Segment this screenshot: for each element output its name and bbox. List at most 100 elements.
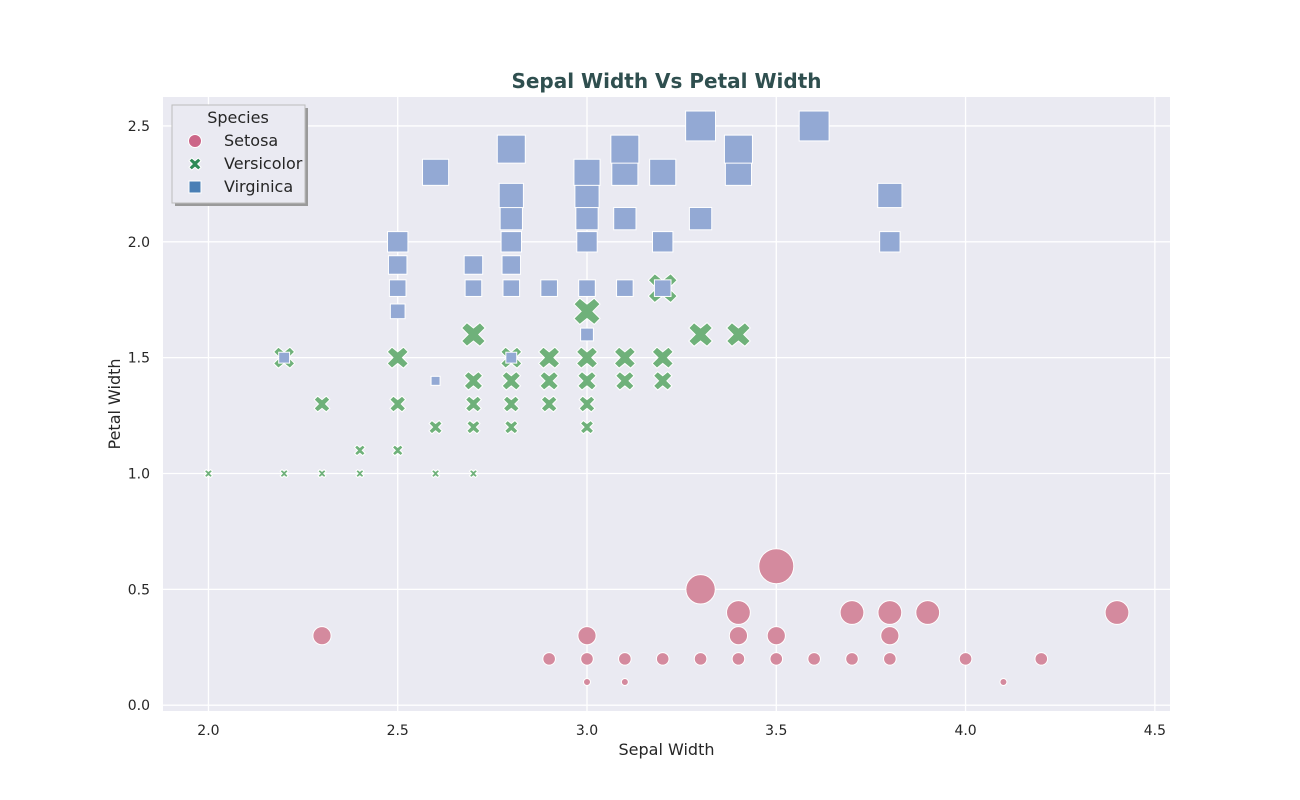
legend-versicolor-marker: [188, 157, 202, 171]
versicolor-point: [578, 395, 596, 413]
setosa-point: [655, 652, 670, 666]
versicolor-point: [428, 419, 443, 435]
setosa-point: [728, 626, 749, 646]
x-tick-label: 2.0: [197, 723, 219, 739]
x-tick-label: 2.5: [387, 723, 409, 739]
virginica-point: [877, 182, 903, 209]
setosa-point: [839, 600, 865, 625]
versicolor-point: [573, 297, 601, 326]
setosa-point: [685, 574, 716, 605]
virginica-point: [610, 134, 640, 164]
y-tick-label: 1.5: [128, 351, 150, 367]
virginica-point: [616, 279, 634, 297]
setosa-point: [807, 652, 821, 666]
virginica-point: [463, 255, 484, 275]
versicolor-point: [463, 370, 484, 391]
setosa-point: [877, 600, 903, 625]
virginica-point: [387, 231, 409, 253]
setosa-point: [758, 548, 795, 585]
virginica-point: [430, 375, 441, 386]
virginica-point: [723, 134, 753, 164]
plot-area: [163, 97, 1170, 711]
setosa-point: [583, 678, 591, 687]
y-tick-label: 2.5: [128, 119, 150, 135]
virginica-point: [649, 158, 677, 186]
versicolor-point: [317, 468, 327, 479]
setosa-point: [915, 600, 941, 625]
x-tick-label: 3.5: [765, 723, 787, 739]
versicolor-point: [460, 322, 486, 347]
x-axis-ticks: 2.0 2.5 3.0 3.5 4.0 4.5: [197, 723, 1166, 739]
versicolor-point: [355, 468, 365, 479]
versicolor-point: [466, 419, 481, 435]
legend-title: Species: [207, 108, 269, 127]
versicolor-point: [389, 395, 407, 413]
versicolor-point: [651, 346, 674, 369]
setosa-point: [693, 652, 708, 666]
y-axis-ticks: 0.0 0.5 1.0 1.5 2.0 2.5: [128, 119, 150, 714]
virginica-point: [278, 351, 291, 364]
virginica-point: [422, 158, 450, 186]
data-points: [203, 110, 1130, 687]
legend-label-setosa: Setosa: [224, 131, 278, 150]
virginica-point: [388, 279, 407, 297]
y-tick-label: 0.5: [128, 582, 150, 598]
virginica-point: [387, 255, 408, 275]
versicolor-point: [353, 444, 366, 457]
virginica-point: [389, 303, 406, 320]
virginica-point: [499, 206, 523, 231]
setosa-point: [1104, 600, 1130, 625]
x-axis-label: Sepal Width: [619, 740, 715, 759]
versicolor-point: [614, 370, 635, 391]
virginica-point: [576, 231, 598, 253]
setosa-point: [726, 600, 751, 625]
virginica-point: [501, 255, 522, 275]
setosa-point: [769, 652, 784, 666]
legend: Species Setosa Versicolor Virginica: [171, 104, 308, 206]
virginica-point: [613, 206, 637, 231]
versicolor-point: [577, 370, 597, 391]
virginica-point: [505, 351, 518, 364]
x-tick-label: 3.0: [576, 723, 598, 739]
versicolor-point: [391, 444, 404, 457]
legend-entries: Setosa Versicolor Virginica: [188, 131, 303, 196]
versicolor-point: [539, 370, 560, 391]
virginica-point: [652, 231, 674, 253]
versicolor-point: [203, 468, 214, 479]
virginica-point: [500, 231, 522, 253]
setosa-point: [766, 626, 786, 646]
versicolor-point: [430, 468, 441, 479]
setosa-point: [958, 652, 973, 666]
setosa-point: [620, 678, 629, 687]
versicolor-point: [688, 322, 714, 347]
setosa-point: [618, 652, 632, 666]
x-tick-label: 4.0: [954, 723, 976, 739]
setosa-point: [542, 652, 556, 666]
versicolor-point: [468, 468, 479, 479]
legend-label-versicolor: Versicolor: [224, 154, 303, 173]
versicolor-point: [501, 370, 522, 391]
versicolor-point: [575, 346, 599, 369]
versicolor-point: [503, 419, 519, 435]
virginica-point: [580, 327, 594, 342]
virginica-point: [498, 182, 524, 209]
versicolor-point: [464, 395, 483, 413]
virginica-point: [540, 279, 558, 297]
setosa-point: [845, 652, 859, 666]
virginica-point: [685, 110, 717, 142]
virginica-point: [575, 206, 599, 231]
chart-title: Sepal Width Vs Petal Width: [511, 69, 821, 93]
versicolor-point: [537, 346, 561, 369]
virginica-point: [798, 110, 830, 142]
virginica-point: [879, 231, 901, 253]
setosa-point: [580, 652, 594, 666]
virginica-point: [574, 182, 600, 209]
legend-label-virginica: Virginica: [224, 177, 293, 196]
virginica-point: [496, 134, 526, 164]
y-tick-label: 0.0: [128, 698, 150, 714]
y-tick-label: 2.0: [128, 235, 150, 251]
versicolor-point: [613, 346, 637, 369]
versicolor-point: [502, 395, 520, 413]
setosa-point: [880, 626, 900, 646]
